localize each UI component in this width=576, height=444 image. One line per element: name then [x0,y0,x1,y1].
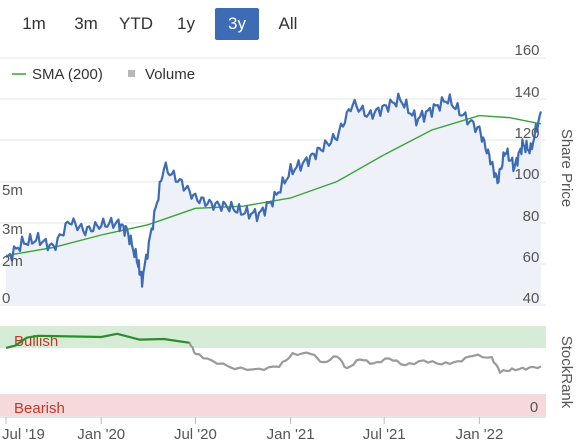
x-tick-label: Jan '22 [455,426,503,443]
range-tab-1m[interactable]: 1m [22,14,46,33]
range-tab-1y[interactable]: 1y [177,14,195,33]
volume-tick-label: 0 [2,290,10,307]
legend-sma-label[interactable]: SMA (200) [32,66,103,83]
x-tick-label: Jan '21 [267,426,315,443]
x-tick-label: Jul '20 [174,426,217,443]
price-area-fill [6,93,541,305]
legend-volume-label[interactable]: Volume [145,66,195,83]
price-tick-label: 60 [523,249,540,266]
stockrank-tick-label: 0 [530,399,538,416]
volume-tick-label: 2m [2,253,23,270]
x-axis-ticks: Jul '19 Jan '20 Jul '20 Jan '21 Jul '21 Jan '… [2,417,503,443]
volume-tick-label: 5m [2,182,23,199]
price-tick-label: 100 [514,166,539,183]
range-tab-3y[interactable]: 3y [215,8,259,40]
price-tick-label: 160 [514,42,539,59]
bearish-band [0,394,546,416]
stockrank-axis-title: StockRank [558,336,575,409]
range-tab-all[interactable]: All [278,14,298,33]
price-tick-label: 120 [514,125,539,142]
price-tick-label: 140 [514,84,539,101]
x-tick-label: Jan '20 [77,426,125,443]
sma-200-line [5,114,542,257]
price-tick-label: 40 [523,290,540,307]
stockrank-line-neutral [188,342,542,374]
price-axis-title: Share Price [558,129,575,207]
price-tick-label: 80 [523,208,540,225]
range-tab-ytd[interactable]: YTD [119,14,153,33]
bullish-band-label: Bullish [14,333,58,350]
volume-tick-label: 3m [2,221,23,238]
bearish-band-label: Bearish [14,400,65,417]
x-tick-label: Jul '19 [2,426,45,443]
range-selector: 1m 3m YTD 1y 3y All [0,8,576,40]
share-price-line [5,92,543,288]
volume-legend-marker [128,70,135,77]
stockrank-line-bullish [5,332,190,349]
bullish-band [0,326,546,348]
range-tab-3m[interactable]: 3m [74,14,98,33]
x-tick-label: Jul '21 [363,426,406,443]
